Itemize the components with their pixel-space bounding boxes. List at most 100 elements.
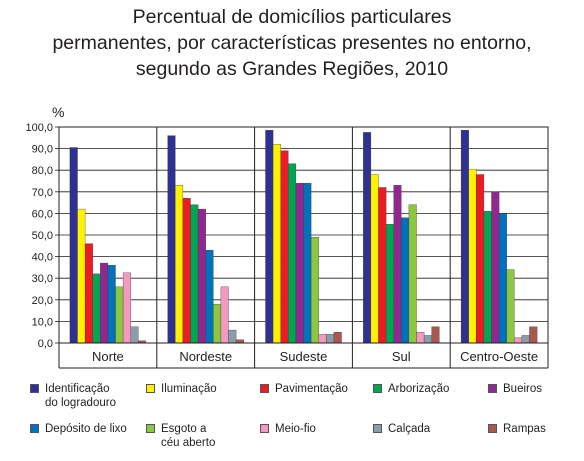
bar <box>295 182 304 344</box>
bar <box>280 150 289 344</box>
bar <box>408 204 417 344</box>
bar <box>498 213 507 344</box>
legend-swatch <box>488 424 497 433</box>
legend-item: Pavimentação <box>260 382 348 396</box>
legend-swatch <box>260 424 269 433</box>
legend-label: Meio-fio <box>275 423 316 435</box>
legend-item: Esgoto a céu aberto <box>146 422 215 450</box>
x-category-label: Nordeste <box>179 349 232 364</box>
bar <box>363 132 372 344</box>
bar <box>416 332 425 344</box>
bar <box>333 332 342 344</box>
bar <box>468 168 477 344</box>
bar <box>460 130 469 344</box>
chart-title: Percentual de domicílios particulares pe… <box>0 4 584 82</box>
y-tick-label: 30,0 <box>32 273 53 285</box>
bar <box>190 204 199 344</box>
y-tick-label: 80,0 <box>32 165 53 177</box>
y-tick-label: 50,0 <box>32 230 53 242</box>
bar <box>107 265 116 344</box>
bar <box>228 329 237 344</box>
title-line-3: segundo as Grandes Regiões, 2010 <box>135 58 449 80</box>
legend-item: Depósito de lixo <box>30 422 127 436</box>
bar <box>220 286 229 344</box>
legend-swatch <box>373 424 382 433</box>
legend-item: Calçada <box>373 422 430 436</box>
x-category-label: Sul <box>392 349 411 364</box>
legend-label: Pavimentação <box>275 383 348 395</box>
legend-swatch <box>30 424 39 433</box>
bar <box>205 249 214 344</box>
bar <box>77 208 86 344</box>
bar <box>265 130 274 344</box>
x-category-label: Norte <box>92 349 124 364</box>
bar <box>326 334 335 344</box>
bar <box>401 217 410 344</box>
legend-item: Meio-fio <box>260 422 316 436</box>
title-line-2: permanentes, por características present… <box>52 32 532 54</box>
bar <box>69 147 78 344</box>
legend-label: Rampas <box>503 423 546 435</box>
bar <box>84 243 93 344</box>
y-tick-label: 100,0 <box>25 122 53 134</box>
bar <box>476 174 485 344</box>
legend-label: Arborização <box>388 383 450 395</box>
bar <box>130 326 139 344</box>
bar <box>423 335 432 344</box>
bar <box>167 135 176 344</box>
bar <box>370 174 379 344</box>
bar <box>318 334 327 344</box>
y-tick-label: 10,0 <box>32 316 53 328</box>
legend-label: Depósito de lixo <box>45 423 127 435</box>
bar <box>182 198 191 344</box>
legend-swatch <box>146 384 155 393</box>
legend-item: Bueiros <box>488 382 542 396</box>
y-tick-label: 20,0 <box>32 295 53 307</box>
legend-item: Identificação do logradouro <box>30 382 116 410</box>
legend-label: Esgoto a céu aberto <box>161 423 216 449</box>
legend-swatch <box>146 424 155 433</box>
y-axis-label: % <box>52 104 64 120</box>
legend-item: Rampas <box>488 422 546 436</box>
bar <box>100 262 109 344</box>
bar <box>393 185 402 344</box>
bar <box>514 337 523 344</box>
legend-item: Arborização <box>373 382 449 396</box>
bar <box>506 269 515 344</box>
y-tick-label: 60,0 <box>32 208 53 220</box>
bar <box>92 273 101 344</box>
bar <box>483 211 492 344</box>
legend-swatch <box>488 384 497 393</box>
legend-label: Bueiros <box>503 383 542 395</box>
bar <box>303 182 312 344</box>
bar <box>272 144 281 344</box>
bar <box>213 303 222 344</box>
legend-label: Identificação do logradouro <box>45 383 116 409</box>
bar <box>115 286 124 344</box>
legend-swatch <box>260 384 269 393</box>
y-tick-label: 0,0 <box>38 338 53 350</box>
bar <box>491 191 500 344</box>
y-tick-label: 40,0 <box>32 252 53 264</box>
bar <box>378 187 387 344</box>
bar <box>122 272 131 344</box>
legend-label: Iluminação <box>161 383 217 395</box>
bar <box>197 208 206 344</box>
plot-frame <box>58 126 549 344</box>
legend-label: Calçada <box>388 423 431 435</box>
bar <box>385 224 394 344</box>
bar <box>521 335 530 344</box>
title-line-1: Percentual de domicílios particulares <box>132 6 452 28</box>
x-category-label: Sudeste <box>280 349 328 364</box>
bar <box>431 326 440 344</box>
bar <box>288 163 297 344</box>
x-category-label: Centro-Oeste <box>460 349 538 364</box>
legend-swatch <box>30 384 39 393</box>
bar <box>310 236 319 344</box>
legend-item: Iluminação <box>146 382 217 396</box>
bar <box>529 326 538 344</box>
y-tick-label: 70,0 <box>32 187 53 199</box>
legend-swatch <box>373 384 382 393</box>
y-tick-label: 90,0 <box>32 144 53 156</box>
